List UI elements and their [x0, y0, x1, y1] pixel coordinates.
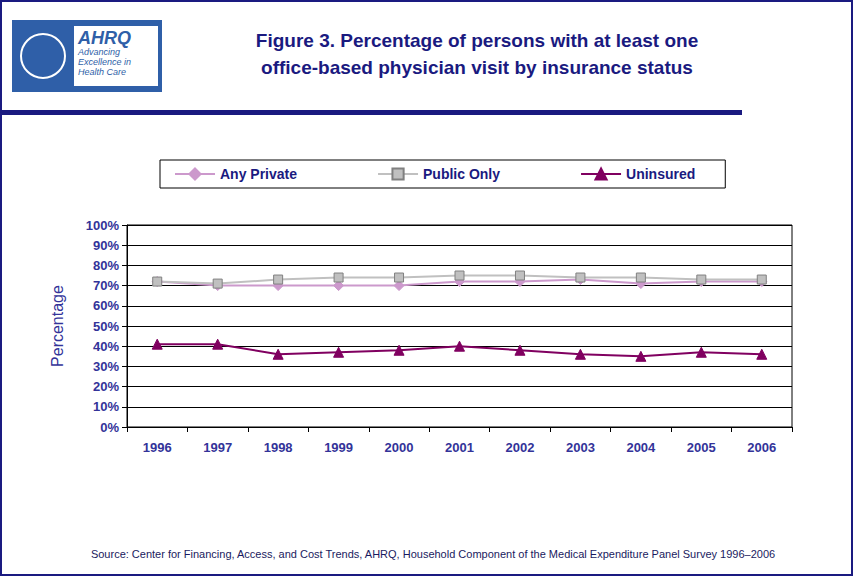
svg-text:90%: 90% [93, 238, 119, 253]
svg-text:70%: 70% [93, 278, 119, 293]
svg-text:Percentage: Percentage [49, 285, 66, 367]
svg-text:2002: 2002 [505, 440, 534, 455]
html-text:AHRQ: AHRQ [78, 28, 131, 48]
svg-text:80%: 80% [93, 258, 119, 273]
svg-text:0%: 0% [100, 420, 119, 435]
svg-text:Uninsured: Uninsured [626, 166, 695, 182]
svg-text:Any Private: Any Private [220, 166, 297, 182]
svg-text:100%: 100% [86, 218, 120, 233]
svg-text:1998: 1998 [264, 440, 293, 455]
svg-text:Public Only: Public Only [423, 166, 500, 182]
svg-text:10%: 10% [93, 399, 119, 414]
svg-text:1999: 1999 [324, 440, 353, 455]
svg-text:Figure 3. Percentage of person: Figure 3. Percentage of persons with at … [256, 30, 698, 51]
svg-text:20%: 20% [93, 379, 119, 394]
svg-text:30%: 30% [93, 359, 119, 374]
svg-text:2001: 2001 [445, 440, 474, 455]
svg-text:2006: 2006 [747, 440, 776, 455]
svg-text:1996: 1996 [143, 440, 172, 455]
html-text:Advancing Excellence in Health: Advancing Excellence in Health Care [78, 47, 131, 77]
svg-text:2003: 2003 [566, 440, 595, 455]
svg-text:1997: 1997 [203, 440, 232, 455]
svg-text:50%: 50% [93, 319, 119, 334]
svg-text:40%: 40% [93, 339, 119, 354]
svg-text:2005: 2005 [687, 440, 716, 455]
svg-text:office-based physician visit b: office-based physician visit by insuranc… [261, 57, 693, 78]
svg-text:2000: 2000 [385, 440, 414, 455]
svg-text:60%: 60% [93, 298, 119, 313]
svg-text:2004: 2004 [626, 440, 656, 455]
svg-text:Source: Center for Financing,: Source: Center for Financing, Access, an… [91, 548, 775, 560]
